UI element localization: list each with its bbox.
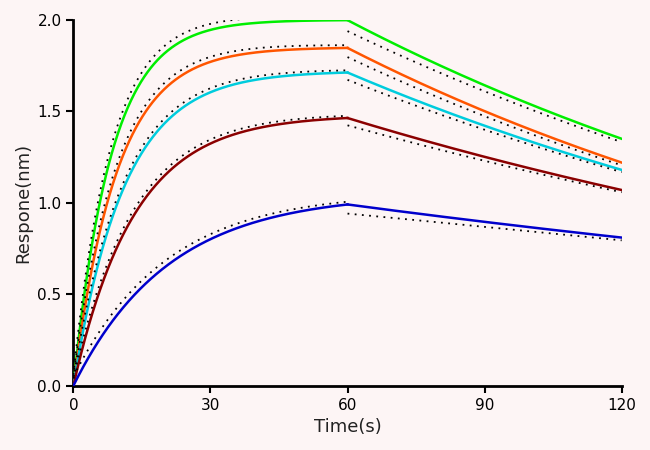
X-axis label: Time(s): Time(s)	[314, 418, 382, 436]
Y-axis label: Respone(nm): Respone(nm)	[14, 143, 32, 263]
